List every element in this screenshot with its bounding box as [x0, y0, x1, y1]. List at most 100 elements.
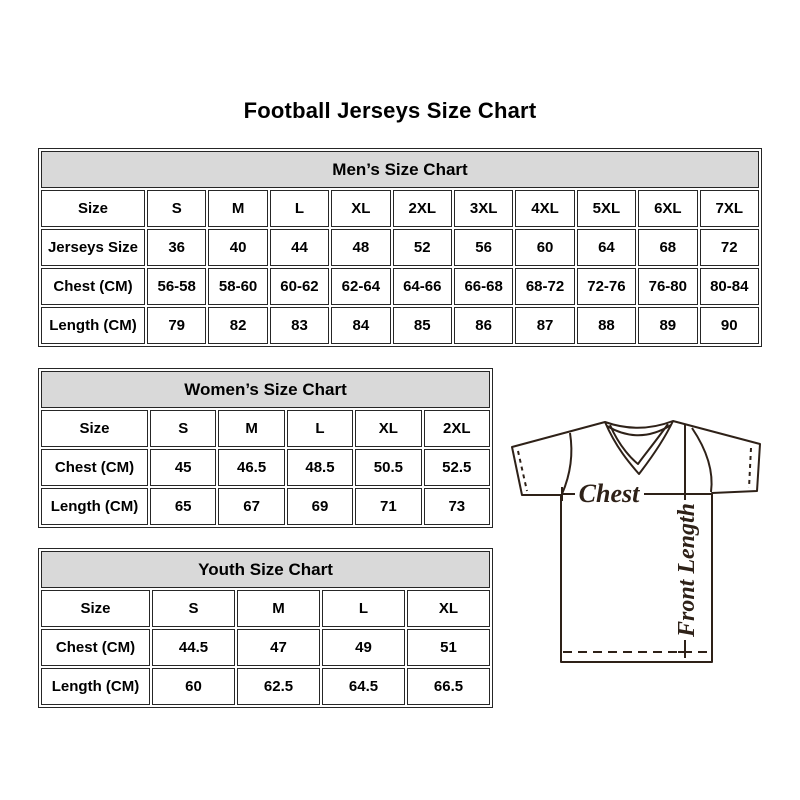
value-cell: 52	[392, 229, 452, 266]
jersey-measurement-diagram: Chest Front Length	[505, 412, 775, 672]
collar-v-inner	[609, 423, 669, 465]
table-row: Jerseys Size 36 40 44 48 52 56 60 64 68 72	[41, 229, 759, 266]
collar-v-outer	[604, 420, 674, 475]
value-cell: 60	[152, 668, 235, 705]
value-cell: 56-58	[147, 268, 207, 305]
value-cell: 6XL	[638, 190, 698, 227]
value-cell: 86	[453, 307, 514, 344]
value-cell: 45	[150, 449, 217, 486]
value-cell: 62-64	[331, 268, 391, 305]
table-row: Size S M L XL	[41, 590, 490, 627]
table-title-row: Women’s Size Chart	[41, 371, 490, 408]
value-cell: 68-72	[515, 268, 575, 305]
value-cell: 85	[392, 307, 452, 344]
front-length-label: Front Length	[674, 503, 700, 638]
table-title: Youth Size Chart	[41, 551, 490, 588]
value-cell: 71	[355, 488, 422, 525]
row-label-cell: Jerseys Size	[41, 229, 145, 266]
value-cell: 87	[515, 307, 575, 344]
table-row: Length (CM) 79 82 83 84 85 86 87 88 89 90	[41, 307, 759, 344]
value-cell: 3XL	[453, 190, 514, 227]
value-cell: S	[152, 590, 235, 627]
value-cell: 72	[699, 229, 759, 266]
value-cell: 66-68	[453, 268, 514, 305]
mens-size-table: Men’s Size Chart Size S M L XL 2XL 3XL 4XL 5XL 6XL…	[38, 148, 762, 347]
value-cell: 52.5	[423, 449, 490, 486]
value-cell: 68	[638, 229, 698, 266]
value-cell: 69	[286, 488, 354, 525]
value-cell: 80-84	[699, 268, 759, 305]
value-cell: 89	[638, 307, 698, 344]
value-cell: 64.5	[322, 668, 405, 705]
value-cell: 50.5	[355, 449, 422, 486]
value-cell: L	[322, 590, 405, 627]
row-label-cell: Length (CM)	[41, 668, 150, 705]
value-cell: XL	[331, 190, 391, 227]
row-label-cell: Chest (CM)	[41, 268, 145, 305]
table-row: Length (CM) 65 67 69 71 73	[41, 488, 490, 525]
value-cell: 46.5	[218, 449, 285, 486]
page-title: Football Jerseys Size Chart	[243, 98, 537, 123]
row-label-cell: Size	[41, 590, 150, 627]
left-cuff-dashed-line	[517, 450, 528, 492]
jersey-diagram-svg: Chest Front Length	[511, 420, 761, 663]
value-cell: 44.5	[152, 629, 235, 666]
value-cell: XL	[355, 410, 422, 447]
value-cell: 48	[331, 229, 391, 266]
value-cell: 51	[407, 629, 490, 666]
value-cell: 83	[269, 307, 330, 344]
value-cell: 73	[423, 488, 490, 525]
value-cell: 49	[322, 629, 405, 666]
value-cell: 76-80	[638, 268, 698, 305]
value-cell: 65	[150, 488, 217, 525]
table-row: Size S M L XL 2XL	[41, 410, 490, 447]
value-cell: S	[147, 190, 207, 227]
table-title: Men’s Size Chart	[41, 151, 759, 188]
value-cell: 47	[237, 629, 320, 666]
value-cell: 40	[208, 229, 268, 266]
chest-label: Chest	[579, 479, 640, 508]
row-label-cell: Chest (CM)	[41, 449, 148, 486]
value-cell: 2XL	[423, 410, 490, 447]
value-cell: 4XL	[515, 190, 575, 227]
value-cell: 64-66	[392, 268, 452, 305]
row-label-cell: Size	[41, 190, 145, 227]
table-title-row: Men’s Size Chart	[41, 151, 759, 188]
value-cell: 2XL	[392, 190, 452, 227]
right-cuff-dashed-line	[748, 447, 752, 489]
value-cell: M	[237, 590, 320, 627]
value-cell: 60-62	[269, 268, 330, 305]
value-cell: 79	[147, 307, 207, 344]
value-cell: M	[218, 410, 285, 447]
value-cell: 88	[576, 307, 637, 344]
value-cell: 62.5	[237, 668, 320, 705]
value-cell: M	[208, 190, 268, 227]
value-cell: 44	[269, 229, 330, 266]
table-title: Women’s Size Chart	[41, 371, 490, 408]
row-label-cell: Length (CM)	[41, 307, 145, 344]
row-label-cell: Chest (CM)	[41, 629, 150, 666]
left-armhole-seam	[561, 432, 573, 495]
value-cell: 90	[699, 307, 759, 344]
table-title-row: Youth Size Chart	[41, 551, 490, 588]
womens-size-table: Women’s Size Chart Size S M L XL 2XL Chest (CM)…	[38, 368, 493, 528]
value-cell: 82	[208, 307, 268, 344]
value-cell: 64	[576, 229, 637, 266]
value-cell: 7XL	[699, 190, 759, 227]
row-label-cell: Length (CM)	[41, 488, 148, 525]
value-cell: 72-76	[576, 268, 637, 305]
value-cell: 84	[331, 307, 391, 344]
value-cell: L	[286, 410, 354, 447]
value-cell: 60	[515, 229, 575, 266]
value-cell: L	[269, 190, 330, 227]
table-row: Chest (CM) 44.5 47 49 51	[41, 629, 490, 666]
value-cell: 48.5	[286, 449, 354, 486]
value-cell: XL	[407, 590, 490, 627]
table-row: Chest (CM) 56-58 58-60 60-62 62-64 64-66 66-68…	[41, 268, 759, 305]
right-armhole-seam	[691, 427, 713, 493]
value-cell: 56	[453, 229, 514, 266]
jersey-outline	[511, 420, 761, 663]
value-cell: 67	[218, 488, 285, 525]
value-cell: 36	[147, 229, 207, 266]
